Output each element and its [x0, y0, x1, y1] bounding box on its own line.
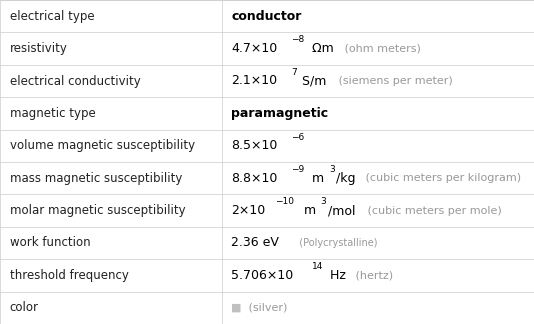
Text: 3: 3 [321, 197, 326, 206]
Text: 8.8×10: 8.8×10 [231, 172, 278, 185]
Text: electrical type: electrical type [10, 10, 94, 23]
Text: conductor: conductor [231, 10, 302, 23]
Text: (siemens per meter): (siemens per meter) [335, 76, 452, 86]
Text: volume magnetic susceptibility: volume magnetic susceptibility [10, 139, 195, 152]
Text: (cubic meters per mole): (cubic meters per mole) [364, 206, 501, 215]
Text: electrical conductivity: electrical conductivity [10, 75, 140, 87]
Text: 8.5×10: 8.5×10 [231, 139, 278, 152]
Text: m: m [308, 172, 324, 185]
Text: /kg: /kg [336, 172, 356, 185]
Text: Ωm: Ωm [308, 42, 334, 55]
Text: 2.36 eV: 2.36 eV [231, 237, 279, 249]
Text: 7: 7 [290, 68, 296, 77]
Text: threshold frequency: threshold frequency [10, 269, 129, 282]
Text: mass magnetic susceptibility: mass magnetic susceptibility [10, 172, 182, 185]
Text: (silver): (silver) [245, 303, 287, 313]
Text: /mol: /mol [328, 204, 356, 217]
Text: S/m: S/m [298, 75, 326, 87]
Text: (Polycrystalline): (Polycrystalline) [293, 238, 378, 248]
Text: 2.1×10: 2.1×10 [231, 75, 277, 87]
Text: molar magnetic susceptibility: molar magnetic susceptibility [10, 204, 185, 217]
Text: color: color [10, 301, 38, 314]
Text: ■: ■ [231, 303, 242, 313]
Text: (cubic meters per kilogram): (cubic meters per kilogram) [362, 173, 521, 183]
Text: 14: 14 [311, 262, 323, 271]
Text: Hz: Hz [326, 269, 346, 282]
Text: resistivity: resistivity [10, 42, 67, 55]
Text: −8: −8 [291, 35, 304, 44]
Text: 2×10: 2×10 [231, 204, 265, 217]
Text: m: m [300, 204, 316, 217]
Text: paramagnetic: paramagnetic [231, 107, 328, 120]
Text: −10: −10 [276, 197, 294, 206]
Text: magnetic type: magnetic type [10, 107, 96, 120]
Text: −6: −6 [291, 133, 304, 142]
Text: 5.706×10: 5.706×10 [231, 269, 294, 282]
Text: (ohm meters): (ohm meters) [341, 44, 421, 53]
Text: work function: work function [10, 237, 90, 249]
Text: 4.7×10: 4.7×10 [231, 42, 278, 55]
Text: −9: −9 [291, 165, 304, 174]
Text: (hertz): (hertz) [352, 271, 393, 280]
Text: 3: 3 [329, 165, 335, 174]
